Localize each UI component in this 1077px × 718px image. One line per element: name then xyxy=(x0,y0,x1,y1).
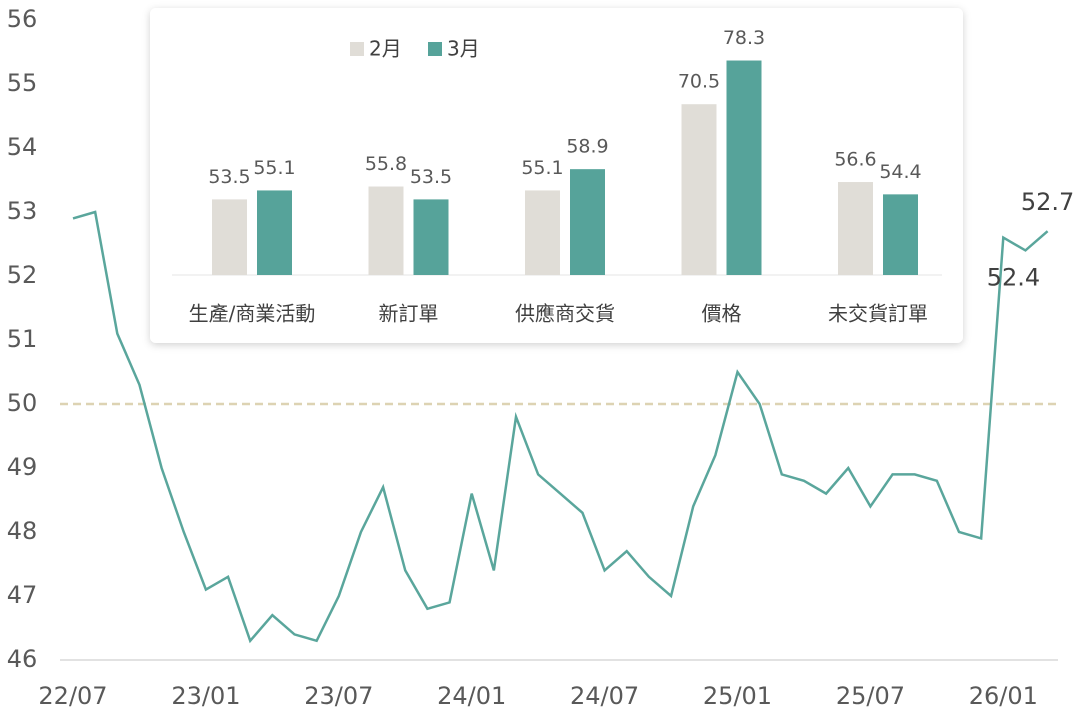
data-label: 56.6 xyxy=(834,149,876,171)
bar xyxy=(413,199,449,275)
line xyxy=(72,210,1049,644)
data-label: 78.3 xyxy=(723,27,765,49)
data-label: 54.4 xyxy=(879,161,921,183)
bar xyxy=(212,199,247,275)
legend-label: 2月 xyxy=(369,37,402,61)
x-tick-label: 23/01 xyxy=(171,682,240,710)
x-tick-label: 價格 xyxy=(702,302,742,326)
bar xyxy=(570,169,605,275)
bar xyxy=(726,60,762,275)
data-label: 55.1 xyxy=(521,157,563,179)
data-label: 53.5 xyxy=(410,166,452,188)
y-tick-label: 50 xyxy=(7,389,38,417)
y-tick-label: 48 xyxy=(7,517,38,545)
y-tick-label: 53 xyxy=(7,197,38,225)
y-tick-label: 51 xyxy=(7,325,38,353)
bar xyxy=(883,194,918,275)
x-tick-label: 24/01 xyxy=(437,682,506,710)
y-tick-label: 56 xyxy=(7,5,38,33)
x-tick-label: 未交貨訂單 xyxy=(828,302,928,326)
data-label: 52.4 xyxy=(987,263,1040,291)
y-tick-label: 54 xyxy=(7,133,38,161)
data-label: 55.8 xyxy=(365,153,407,175)
y-tick-label: 47 xyxy=(7,581,38,609)
data-label: 52.7 xyxy=(1021,188,1074,216)
data-label: 53.5 xyxy=(208,166,250,188)
x-tick-label: 25/01 xyxy=(703,682,772,710)
bar xyxy=(368,186,404,275)
y-tick-label: 55 xyxy=(7,69,38,97)
bar xyxy=(838,182,873,275)
legend-swatch xyxy=(350,42,364,56)
y-tick-label: 52 xyxy=(7,261,38,289)
bar xyxy=(257,190,292,275)
x-tick-label: 24/07 xyxy=(570,682,639,710)
y-tick-label: 46 xyxy=(7,645,38,673)
x-tick-label: 26/01 xyxy=(969,682,1038,710)
data-label: 70.5 xyxy=(678,71,720,93)
x-tick-label: 生產/商業活動 xyxy=(189,302,316,326)
bar xyxy=(681,104,717,275)
data-label: 55.1 xyxy=(253,157,295,179)
legend-label: 3月 xyxy=(447,37,480,61)
x-tick-label: 供應商交貨 xyxy=(515,302,615,326)
y-tick-label: 49 xyxy=(7,453,38,481)
bar xyxy=(525,190,560,275)
legend-swatch xyxy=(428,42,442,56)
x-tick-label: 22/07 xyxy=(38,682,107,710)
x-tick-label: 23/07 xyxy=(304,682,373,710)
data-label: 58.9 xyxy=(566,136,608,158)
x-tick-label: 25/07 xyxy=(836,682,905,710)
x-tick-label: 新訂單 xyxy=(379,302,439,326)
